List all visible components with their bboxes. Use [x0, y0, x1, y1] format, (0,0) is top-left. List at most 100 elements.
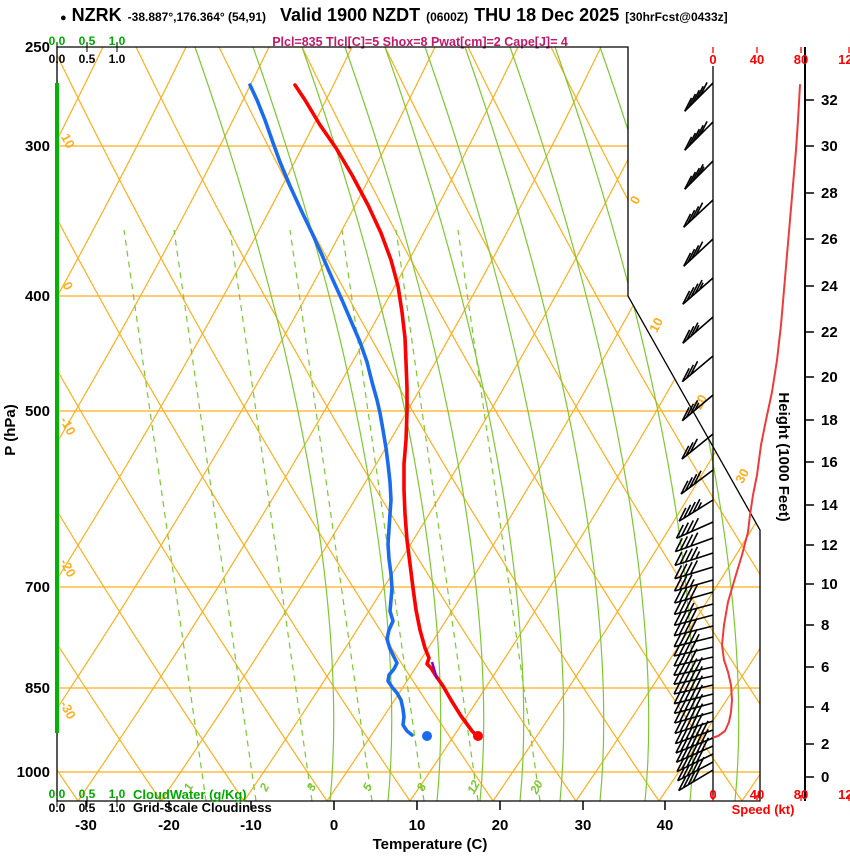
wind-barb-feather	[691, 750, 700, 765]
speed-tick-label: 40	[750, 52, 764, 67]
wind-barb-feather	[675, 739, 684, 754]
wind-barb-feather	[678, 620, 688, 635]
wind-barb-feather	[684, 619, 693, 634]
valid-utc: (0600Z)	[426, 10, 469, 24]
isotherm-line	[57, 47, 353, 801]
wind-barb-feather	[687, 132, 697, 147]
temperature-tick-label: 20	[492, 817, 509, 834]
pressure-tick-label: 700	[25, 579, 50, 596]
wind-barb-feather	[686, 325, 695, 340]
wind-barb-feather	[673, 611, 682, 626]
height-tick-label: 28	[821, 185, 838, 202]
wind-barb-feather	[687, 171, 697, 186]
wind-barb-feather	[684, 608, 693, 623]
height-tick-label: 32	[821, 92, 838, 109]
station-coords: -38.887°,176.364° (54,91)	[127, 10, 267, 24]
wind-barb-feather	[691, 759, 700, 774]
cloudwater-scale-label: 0.5	[79, 34, 96, 48]
mixing-ratio-line	[229, 229, 313, 801]
dry-adiabat-line	[301, 47, 743, 801]
wind-barb-feather	[689, 617, 698, 633]
isotherm-label-diag: 10	[646, 315, 666, 335]
wind-barb-feather	[679, 549, 688, 565]
isotherm-line	[658, 47, 760, 801]
wind-barb-feather	[673, 589, 683, 604]
wind-barb-feather	[675, 748, 684, 763]
wind-barb	[674, 532, 714, 553]
dry-adiabat-line	[57, 47, 245, 801]
mixing-ratio-line	[289, 229, 373, 801]
temperature-tick-label: 10	[409, 817, 426, 834]
wind-barb-feather	[681, 755, 690, 770]
wind-barb-feather	[699, 120, 708, 136]
forecast-tag: [30hrFcst@0433z]	[625, 10, 728, 24]
wind-barb-feather	[686, 752, 695, 768]
wind-barb-feather	[680, 480, 689, 495]
moist-adiabat-line	[344, 47, 485, 801]
wind-barb	[682, 277, 714, 305]
wind-barb-feather	[689, 546, 699, 561]
wind-barb-feather	[679, 717, 688, 733]
pressure-tick-label: 250	[25, 39, 50, 56]
height-tick-label: 10	[821, 576, 838, 593]
speed-tick-label: 120	[838, 52, 850, 67]
wind-barb	[681, 394, 714, 422]
moist-adiabat-line	[252, 47, 393, 801]
cloudwater-scale-label: 1.0	[109, 34, 126, 48]
wind-barb-feather	[681, 445, 690, 460]
mixing-ratio-label: 3	[304, 781, 320, 794]
height-tick-label: 22	[821, 324, 838, 341]
mixing-ratio-line	[457, 229, 541, 801]
wind-barb-feather	[674, 564, 683, 580]
wind-barb	[673, 574, 714, 592]
wind-barb-feather	[684, 561, 693, 576]
wind-barb-feather	[674, 551, 683, 566]
wind-barb-feather	[676, 757, 685, 772]
wind-barb-feather	[685, 441, 694, 457]
mixing-ratio-label: 2	[256, 781, 272, 795]
wind-barb-feather	[696, 748, 705, 763]
cloudwater-scale-label: 1.0	[109, 787, 126, 801]
wind-barb-feather	[673, 661, 682, 676]
wind-barb-feather	[695, 241, 704, 256]
cloudwater-scale-label: 0.5	[79, 787, 96, 801]
height-tick-label: 14	[821, 497, 838, 514]
wind-barb-feather	[689, 714, 699, 729]
wind-barb-feather	[684, 548, 693, 563]
pressure-tick-label: 300	[25, 138, 50, 155]
lcl-marker	[430, 661, 439, 680]
wind-barb-feather	[699, 81, 708, 97]
wind-barb-feather	[673, 699, 682, 714]
wind-barb-feather	[679, 575, 688, 590]
wind-barb-feather	[687, 248, 696, 263]
wind-barb-feather	[681, 367, 690, 383]
wind-barb-feather	[679, 563, 688, 578]
cloudiness-scale-label: 0.5	[79, 801, 96, 815]
wind-barb-shaft	[673, 666, 714, 677]
wind-barb-feather	[689, 607, 698, 622]
moist-adiabat-line	[464, 47, 605, 801]
wind-barb-feather	[689, 473, 698, 488]
wind-barb-feather	[685, 520, 695, 535]
moist-adiabat-line	[424, 47, 565, 801]
isotherm-line	[57, 47, 187, 801]
wind-barb-feather	[678, 776, 687, 791]
cloudiness-axis-label: Grid-Scale Cloudiness	[133, 800, 272, 815]
wind-barb-feather	[684, 477, 693, 492]
wind-barb-feather	[674, 537, 683, 553]
isopleth-label-left: 10	[58, 131, 78, 151]
mixing-ratio-line	[341, 229, 425, 801]
wind-barb-feather	[691, 167, 701, 182]
dry-adiabat-line	[384, 47, 760, 801]
dry-adiabat-line	[57, 47, 162, 801]
wind-barb-feather	[699, 166, 705, 175]
isopleth-label-left: 0	[60, 279, 77, 292]
moist-adiabat-line	[509, 47, 650, 801]
wind-barb-feather	[685, 364, 695, 379]
isotherm-line	[57, 47, 270, 801]
wind-barb-feather	[691, 245, 700, 260]
wind-barb-feather	[682, 290, 691, 305]
wind-speed-profile-curve	[711, 84, 801, 739]
isopleth-label-left: -10	[57, 414, 79, 438]
